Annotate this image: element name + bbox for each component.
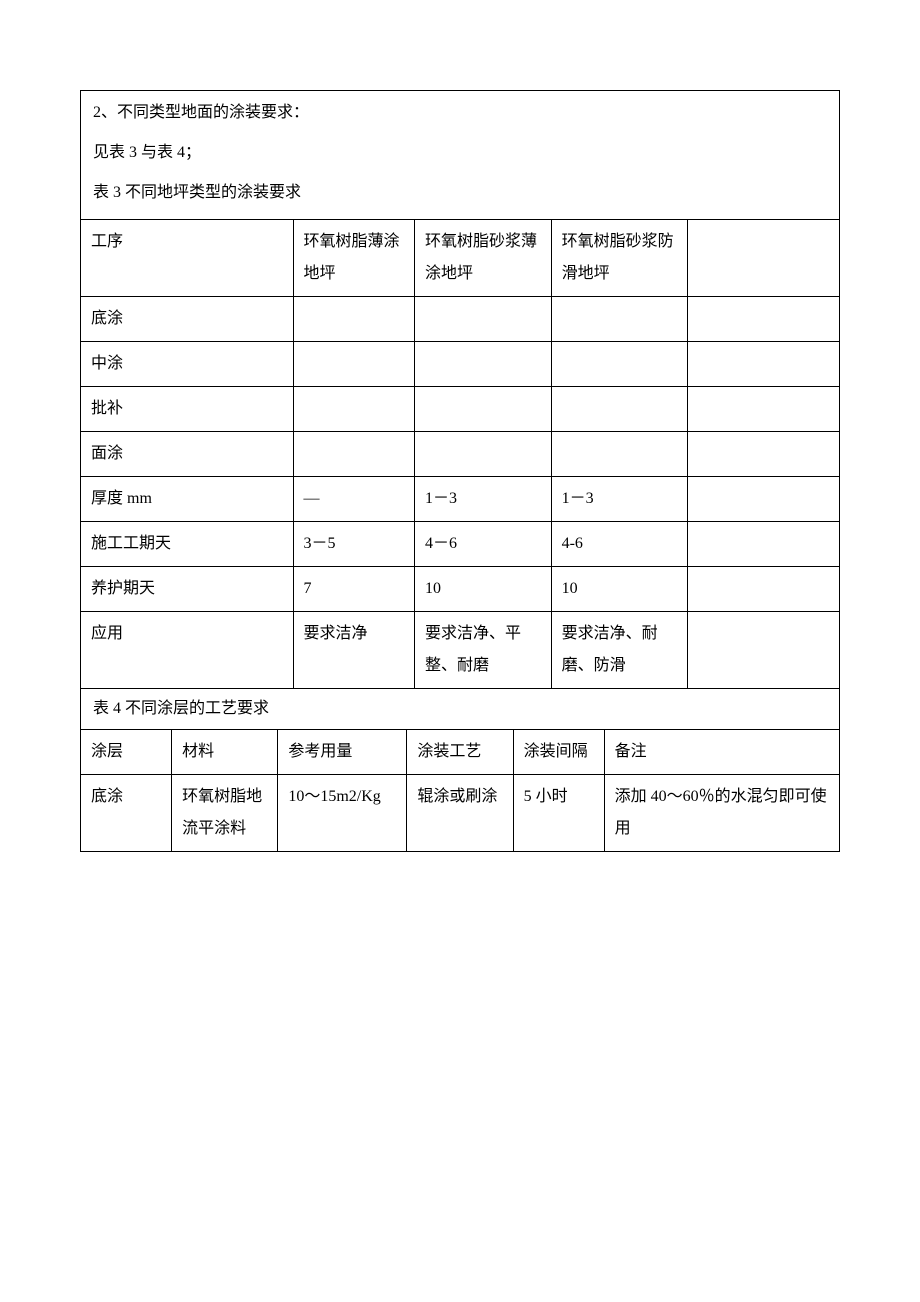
table3-cell: 10 [414,567,551,612]
table3-cell [551,342,688,387]
table4-cell: 辊涂或刷涂 [407,775,513,852]
table3-cell: 1－3 [414,477,551,522]
table4-cell: 环氧树脂地流平涂料 [172,775,278,852]
table3-cell: 施工工期天 [81,522,294,567]
table3-row: 中涂 [81,342,840,387]
table3-cell: 要求洁净、耐磨、防滑 [551,612,688,689]
table3-header-row: 工序环氧树脂薄涂地坪环氧树脂砂浆薄涂地坪环氧树脂砂浆防滑地坪 [81,220,840,297]
table3-cell [414,342,551,387]
table3-cell [688,522,840,567]
table-3: 工序环氧树脂薄涂地坪环氧树脂砂浆薄涂地坪环氧树脂砂浆防滑地坪底涂中涂批补面涂厚度… [80,219,840,689]
table3-header-cell: 环氧树脂砂浆薄涂地坪 [414,220,551,297]
table3-cell: 3－5 [293,522,414,567]
table3-cell [551,297,688,342]
table3-cell: 10 [551,567,688,612]
table3-header-cell [688,220,840,297]
table3-row: 面涂 [81,432,840,477]
intro-block: 2、不同类型地面的涂装要求： 见表 3 与表 4； 表 3 不同地坪类型的涂装要… [80,90,840,219]
table3-caption: 表 3 不同地坪类型的涂装要求 [93,177,827,209]
table3-row: 底涂 [81,297,840,342]
table3-cell [551,387,688,432]
table3-row: 应用要求洁净要求洁净、平整、耐磨要求洁净、耐磨、防滑 [81,612,840,689]
table3-cell [414,432,551,477]
table-4: 涂层材料参考用量涂装工艺涂装间隔备注底涂环氧树脂地流平涂料10～15m2/Kg辊… [80,729,840,852]
document-page: 2、不同类型地面的涂装要求： 见表 3 与表 4； 表 3 不同地坪类型的涂装要… [80,90,840,852]
table3-cell [688,342,840,387]
table3-cell: 4-6 [551,522,688,567]
table3-cell [293,297,414,342]
table4-header-cell: 涂装间隔 [513,730,604,775]
table3-cell [688,297,840,342]
table3-cell [688,387,840,432]
table3-cell: — [293,477,414,522]
table3-cell: 底涂 [81,297,294,342]
intro-line-1: 2、不同类型地面的涂装要求： [93,97,827,129]
table4-cell: 底涂 [81,775,172,852]
table3-cell [688,612,840,689]
table3-cell: 7 [293,567,414,612]
table4-caption: 表 4 不同涂层的工艺要求 [93,693,827,725]
table4-header-cell: 涂层 [81,730,172,775]
table3-header-cell: 环氧树脂薄涂地坪 [293,220,414,297]
table4-cell: 10～15m2/Kg [278,775,407,852]
table3-cell [414,297,551,342]
table3-header-cell: 环氧树脂砂浆防滑地坪 [551,220,688,297]
table3-row: 施工工期天3－54－64-6 [81,522,840,567]
table3-row: 批补 [81,387,840,432]
table3-cell: 面涂 [81,432,294,477]
table3-cell: 批补 [81,387,294,432]
table4-header-cell: 材料 [172,730,278,775]
table3-cell [293,342,414,387]
table3-cell: 中涂 [81,342,294,387]
table3-cell: 1－3 [551,477,688,522]
table3-cell [688,477,840,522]
table3-row: 养护期天71010 [81,567,840,612]
table4-header-cell: 备注 [604,730,839,775]
table3-cell: 厚度 mm [81,477,294,522]
table3-cell: 4－6 [414,522,551,567]
table3-cell [414,387,551,432]
table3-header-cell: 工序 [81,220,294,297]
table4-cell: 添加 40～60％的水混匀即可使用 [604,775,839,852]
table3-row: 厚度 mm—1－31－3 [81,477,840,522]
table3-cell [293,387,414,432]
table3-cell: 要求洁净 [293,612,414,689]
table4-caption-block: 表 4 不同涂层的工艺要求 [80,689,840,729]
table4-row: 底涂环氧树脂地流平涂料10～15m2/Kg辊涂或刷涂5 小时添加 40～60％的… [81,775,840,852]
intro-line-2: 见表 3 与表 4； [93,137,827,169]
table3-cell: 要求洁净、平整、耐磨 [414,612,551,689]
table3-cell [551,432,688,477]
table4-cell: 5 小时 [513,775,604,852]
table3-cell [688,432,840,477]
table3-cell [688,567,840,612]
table3-cell: 养护期天 [81,567,294,612]
table4-header-row: 涂层材料参考用量涂装工艺涂装间隔备注 [81,730,840,775]
table3-cell: 应用 [81,612,294,689]
table4-header-cell: 参考用量 [278,730,407,775]
table3-cell [293,432,414,477]
table4-header-cell: 涂装工艺 [407,730,513,775]
